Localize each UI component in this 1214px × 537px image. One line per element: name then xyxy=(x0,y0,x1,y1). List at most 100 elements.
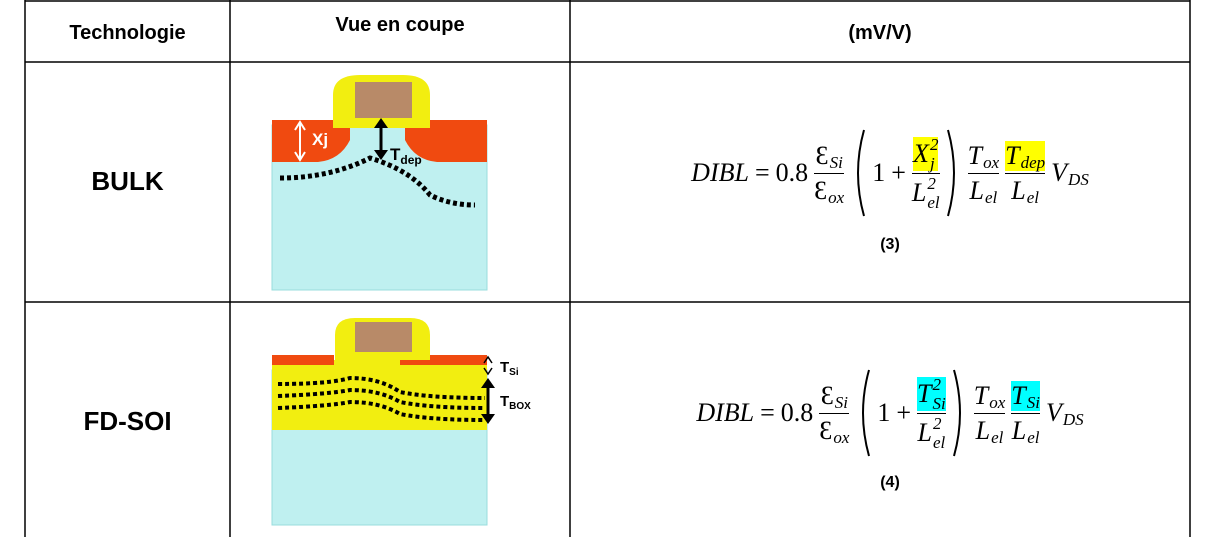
symbol-base: V xyxy=(1051,158,1068,187)
label-sub: BOX xyxy=(509,401,531,412)
fraction-bar xyxy=(1011,412,1040,414)
symbol-base: L xyxy=(911,177,927,207)
equation-number: (4) xyxy=(880,474,900,491)
symbol-base: T xyxy=(1011,380,1026,410)
parenthesis xyxy=(857,129,866,217)
symbol-base: L xyxy=(975,415,991,445)
symbol-base: L xyxy=(1011,175,1026,205)
formula-eq: = xyxy=(754,158,770,187)
formula-coef: 0.8 xyxy=(780,398,814,427)
symbol-base: X xyxy=(913,138,929,168)
subscript: el xyxy=(927,192,940,212)
fraction: T 2 Si L 2 el xyxy=(917,374,946,452)
formula-lhs: DIBL xyxy=(696,398,755,427)
subscript: ox xyxy=(989,392,1006,412)
parenthesis xyxy=(862,369,871,457)
subscript: Si xyxy=(932,393,946,413)
subscript: ox xyxy=(828,187,845,207)
symbol: Ɛ Si xyxy=(815,140,843,172)
subscript: ox xyxy=(983,152,1000,172)
subscript: ox xyxy=(833,427,850,447)
subscript: el xyxy=(1026,187,1040,207)
subscript: Si xyxy=(829,152,843,172)
fdsoi-diagram xyxy=(271,318,495,526)
label-base: T xyxy=(500,359,509,376)
subscript: el xyxy=(991,427,1004,447)
symbol-base: T xyxy=(917,378,932,408)
formula-plus: + xyxy=(896,398,912,427)
symbol-base: L xyxy=(1011,415,1027,445)
scripts: 2 el xyxy=(932,413,946,452)
scripts: 2 Si xyxy=(932,374,946,413)
symbol: T Si xyxy=(1011,380,1040,412)
subscript: el xyxy=(984,187,998,207)
symbol: L 2 el xyxy=(911,173,940,212)
formula-coef: 0.8 xyxy=(775,158,809,187)
diagram-label: TSi xyxy=(500,359,519,378)
header-cell: Vue en coupe xyxy=(335,14,465,36)
parenthesis xyxy=(952,369,961,457)
diagram-label: Xj xyxy=(312,130,328,149)
fraction-bar xyxy=(819,412,850,414)
parenthesis xyxy=(946,129,955,217)
symbol-base: L xyxy=(969,175,984,205)
fraction-bar xyxy=(814,172,845,174)
subscript: Si xyxy=(834,392,848,412)
symbol: Ɛ Si xyxy=(820,380,848,412)
symbol-base: Ɛ xyxy=(814,175,828,205)
symbol-base: T xyxy=(967,140,983,170)
fraction-bar xyxy=(967,172,1000,174)
subscript: el xyxy=(932,432,946,452)
bulk-diagram xyxy=(271,75,488,291)
symbol: V DS xyxy=(1051,158,1089,189)
symbol-base: L xyxy=(917,417,932,447)
symbol: T 2 Si xyxy=(917,374,946,413)
symbol: L 2 el xyxy=(917,413,946,452)
symbol-base: Ɛ xyxy=(819,415,833,445)
formula-plus: + xyxy=(891,158,906,187)
scripts: 2 el xyxy=(927,173,940,212)
symbol-base: V xyxy=(1045,398,1062,427)
equation-number: (3) xyxy=(880,236,900,253)
subscript: DS xyxy=(1062,410,1084,429)
header-cell: Technologie xyxy=(69,22,186,44)
superscript: 2 xyxy=(932,413,942,433)
diagram-label: Tdep xyxy=(390,145,422,167)
fraction-bar xyxy=(1005,172,1046,174)
formula-one: 1 xyxy=(877,398,891,427)
superscript: 2 xyxy=(932,374,942,394)
fraction-bar xyxy=(911,172,940,174)
superscript: 2 xyxy=(927,173,936,193)
label-base: T xyxy=(390,145,401,164)
subscript: dep xyxy=(1020,152,1046,172)
symbol-base: T xyxy=(1005,140,1020,170)
subscript: j xyxy=(929,153,935,173)
fraction-bar xyxy=(973,412,1006,414)
symbol-base: Ɛ xyxy=(815,140,829,170)
label-sub: Si xyxy=(509,367,519,378)
symbol-base: Ɛ xyxy=(820,380,834,410)
formula-lhs: DIBL xyxy=(691,158,749,187)
header-cell: (mV/V) xyxy=(848,22,912,44)
symbol: V DS xyxy=(1045,398,1084,429)
formula-one: 1 xyxy=(872,158,886,187)
